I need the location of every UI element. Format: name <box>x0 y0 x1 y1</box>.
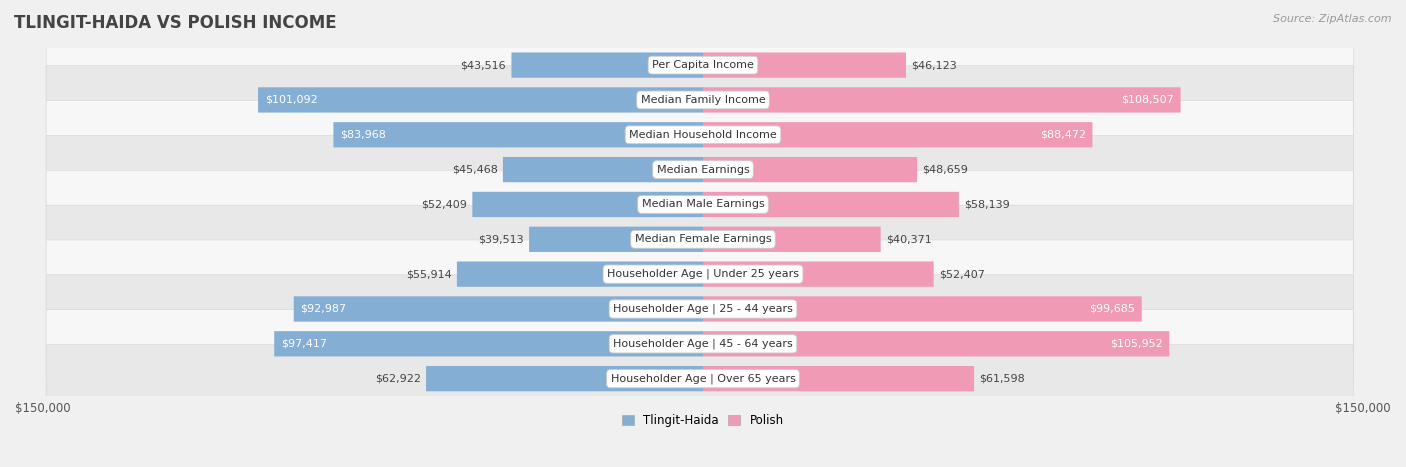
FancyBboxPatch shape <box>46 101 1354 169</box>
FancyBboxPatch shape <box>512 52 703 78</box>
FancyBboxPatch shape <box>503 157 703 182</box>
Text: $48,659: $48,659 <box>922 165 969 175</box>
FancyBboxPatch shape <box>46 205 1354 274</box>
Text: $92,987: $92,987 <box>301 304 346 314</box>
Text: $52,409: $52,409 <box>422 199 467 210</box>
Legend: Tlingit-Haida, Polish: Tlingit-Haida, Polish <box>617 410 789 432</box>
FancyBboxPatch shape <box>46 170 1354 239</box>
Text: $46,123: $46,123 <box>911 60 957 70</box>
FancyBboxPatch shape <box>703 157 917 182</box>
FancyBboxPatch shape <box>703 52 905 78</box>
Text: $39,513: $39,513 <box>478 234 524 244</box>
Text: $99,685: $99,685 <box>1090 304 1135 314</box>
FancyBboxPatch shape <box>703 87 1181 113</box>
Text: TLINGIT-HAIDA VS POLISH INCOME: TLINGIT-HAIDA VS POLISH INCOME <box>14 14 336 32</box>
Text: $108,507: $108,507 <box>1121 95 1174 105</box>
FancyBboxPatch shape <box>294 297 703 322</box>
Text: $58,139: $58,139 <box>965 199 1010 210</box>
FancyBboxPatch shape <box>333 122 703 148</box>
Text: Median Earnings: Median Earnings <box>657 165 749 175</box>
Text: Median Female Earnings: Median Female Earnings <box>634 234 772 244</box>
Text: Householder Age | Over 65 years: Householder Age | Over 65 years <box>610 374 796 384</box>
FancyBboxPatch shape <box>529 226 703 252</box>
Text: Householder Age | 25 - 44 years: Householder Age | 25 - 44 years <box>613 304 793 314</box>
FancyBboxPatch shape <box>46 345 1354 413</box>
Text: $62,922: $62,922 <box>375 374 420 384</box>
Text: $83,968: $83,968 <box>340 130 385 140</box>
FancyBboxPatch shape <box>703 297 1142 322</box>
FancyBboxPatch shape <box>472 192 703 217</box>
Text: $40,371: $40,371 <box>886 234 932 244</box>
FancyBboxPatch shape <box>46 240 1354 308</box>
FancyBboxPatch shape <box>46 310 1354 378</box>
Text: Median Male Earnings: Median Male Earnings <box>641 199 765 210</box>
FancyBboxPatch shape <box>703 226 880 252</box>
Text: Median Family Income: Median Family Income <box>641 95 765 105</box>
FancyBboxPatch shape <box>426 366 703 391</box>
FancyBboxPatch shape <box>703 122 1092 148</box>
FancyBboxPatch shape <box>46 66 1354 134</box>
Text: $43,516: $43,516 <box>461 60 506 70</box>
FancyBboxPatch shape <box>703 366 974 391</box>
FancyBboxPatch shape <box>457 262 703 287</box>
FancyBboxPatch shape <box>46 31 1354 99</box>
Text: $45,468: $45,468 <box>451 165 498 175</box>
FancyBboxPatch shape <box>274 331 703 356</box>
Text: $97,417: $97,417 <box>281 339 326 349</box>
Text: $55,914: $55,914 <box>406 269 451 279</box>
FancyBboxPatch shape <box>703 262 934 287</box>
Text: $88,472: $88,472 <box>1039 130 1085 140</box>
Text: Householder Age | 45 - 64 years: Householder Age | 45 - 64 years <box>613 339 793 349</box>
FancyBboxPatch shape <box>46 275 1354 343</box>
FancyBboxPatch shape <box>46 135 1354 204</box>
Text: Householder Age | Under 25 years: Householder Age | Under 25 years <box>607 269 799 279</box>
Text: Per Capita Income: Per Capita Income <box>652 60 754 70</box>
Text: $101,092: $101,092 <box>264 95 318 105</box>
FancyBboxPatch shape <box>259 87 703 113</box>
Text: $105,952: $105,952 <box>1109 339 1163 349</box>
FancyBboxPatch shape <box>703 192 959 217</box>
Text: Source: ZipAtlas.com: Source: ZipAtlas.com <box>1274 14 1392 24</box>
FancyBboxPatch shape <box>703 331 1170 356</box>
Text: $52,407: $52,407 <box>939 269 984 279</box>
Text: $61,598: $61,598 <box>980 374 1025 384</box>
Text: Median Household Income: Median Household Income <box>628 130 778 140</box>
